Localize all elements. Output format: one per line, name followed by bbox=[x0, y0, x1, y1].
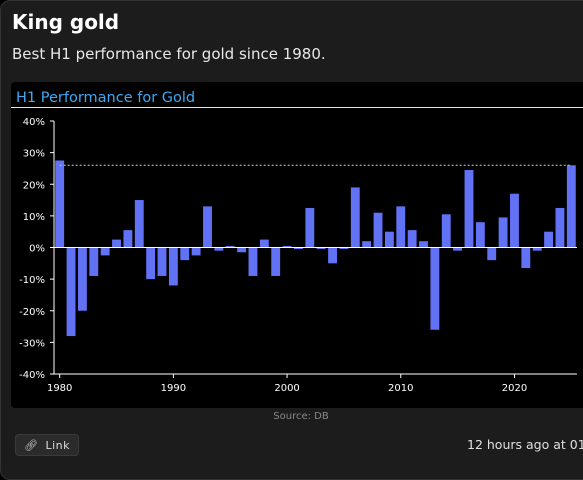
bar-2020 bbox=[510, 193, 519, 248]
chart-panel: H1 Performance for Gold -40% -30% -20% -10% 0… bbox=[11, 82, 583, 408]
timestamp: 12 hours ago at 01:20 bbox=[467, 437, 583, 452]
y-tick-label: -10% bbox=[19, 275, 45, 286]
bar-2005 bbox=[339, 247, 349, 250]
bar-2008 bbox=[373, 212, 383, 248]
bar-1991 bbox=[180, 247, 190, 261]
bar-2021 bbox=[521, 247, 531, 269]
bar-1987 bbox=[134, 200, 144, 248]
link-button[interactable]: 🔗︎ Link bbox=[15, 434, 79, 456]
bar-2007 bbox=[362, 241, 372, 248]
bar-2010 bbox=[396, 206, 406, 248]
x-tick-label: 2010 bbox=[388, 383, 413, 394]
bar-2016 bbox=[464, 170, 474, 248]
bar-2015 bbox=[453, 247, 463, 251]
bar-1992 bbox=[191, 247, 201, 256]
bar-chart: H1 Performance for Gold -40% -30% -20% -10% 0… bbox=[11, 90, 583, 394]
bar-1983 bbox=[89, 247, 99, 276]
bar-2004 bbox=[328, 247, 337, 264]
bar-1996 bbox=[237, 247, 247, 253]
bar-1993 bbox=[203, 206, 212, 248]
bar-1982 bbox=[77, 247, 87, 311]
y-tick-label: -20% bbox=[19, 307, 45, 318]
bar-2001 bbox=[294, 247, 303, 250]
x-tick-label: 2020 bbox=[502, 383, 527, 394]
bar-2017 bbox=[475, 222, 485, 248]
card-subtitle: Best H1 performance for gold since 1980. bbox=[12, 45, 326, 63]
y-tick-label: 0% bbox=[29, 244, 45, 255]
bar-2000 bbox=[282, 245, 292, 248]
x-tick-label: 1980 bbox=[47, 383, 72, 394]
x-tick-label: 2000 bbox=[274, 383, 299, 394]
bar-1988 bbox=[146, 247, 156, 280]
bar-2019 bbox=[498, 217, 508, 248]
y-tick-label: 20% bbox=[23, 180, 45, 191]
bar-2022 bbox=[532, 247, 542, 251]
bar-1999 bbox=[271, 247, 281, 276]
y-tick-label: 10% bbox=[23, 212, 45, 223]
y-tick-label: 40% bbox=[23, 117, 45, 128]
bar-2011 bbox=[407, 230, 417, 248]
bar-2014 bbox=[441, 214, 451, 248]
bar-2012 bbox=[419, 241, 428, 248]
bar-1990 bbox=[168, 247, 178, 286]
bar-1984 bbox=[100, 247, 110, 256]
y-tick-label: 30% bbox=[23, 149, 45, 160]
chart-title: H1 Performance for Gold bbox=[16, 90, 195, 106]
bar-1986 bbox=[123, 230, 133, 248]
bar-2013 bbox=[430, 247, 440, 330]
bar-2006 bbox=[350, 187, 360, 248]
bar-2003 bbox=[316, 247, 326, 250]
link-icon: 🔗︎ bbox=[24, 438, 39, 452]
y-tick-label: -30% bbox=[19, 338, 45, 349]
bar-2009 bbox=[384, 231, 394, 248]
bar-2018 bbox=[487, 247, 497, 261]
bar-1985 bbox=[112, 239, 121, 248]
source-note: Source: DB bbox=[273, 411, 329, 422]
card-title: King gold bbox=[12, 10, 120, 34]
bar-1997 bbox=[248, 247, 258, 276]
bar-1994 bbox=[214, 247, 224, 251]
bar-1981 bbox=[66, 247, 76, 337]
y-tick-label: -40% bbox=[19, 370, 45, 381]
link-button-label: Link bbox=[45, 438, 70, 452]
bar-1995 bbox=[225, 245, 235, 248]
x-tick-label: 1990 bbox=[161, 383, 186, 394]
bar-2025 bbox=[566, 165, 576, 248]
bar-1989 bbox=[157, 247, 167, 276]
bar-1998 bbox=[259, 239, 269, 248]
bar-2002 bbox=[305, 207, 315, 248]
bar-2023 bbox=[544, 231, 554, 248]
bar-1980 bbox=[55, 160, 65, 248]
bar-2024 bbox=[555, 207, 565, 248]
